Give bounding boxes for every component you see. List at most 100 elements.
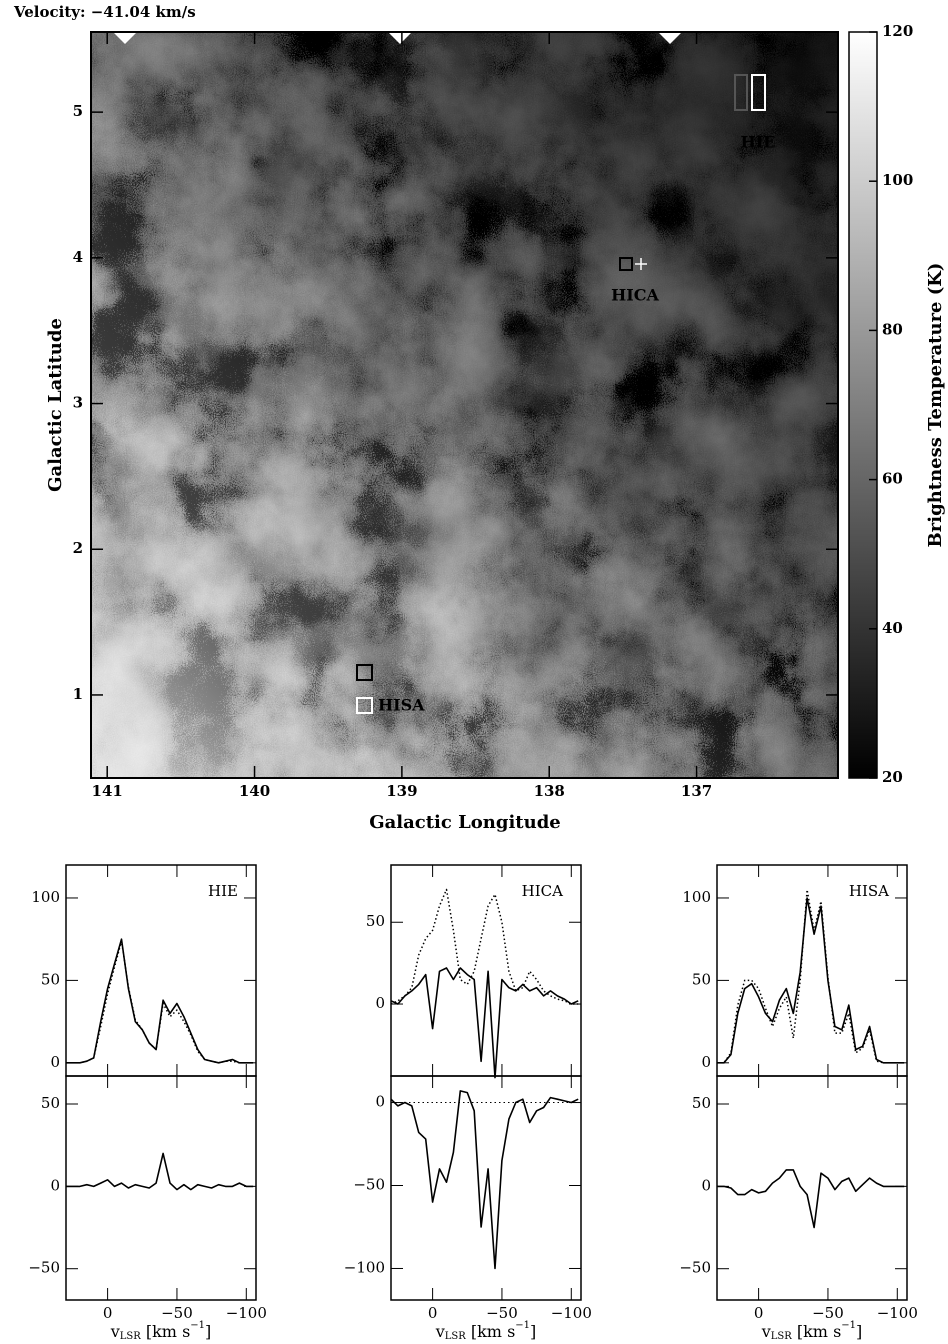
annotation: HIE bbox=[741, 133, 776, 152]
panel-frame bbox=[65, 1075, 257, 1301]
spectrum-panel: 0 50 HICA bbox=[366, 864, 582, 1079]
colorbar-tick-label: 20 bbox=[882, 768, 903, 786]
spectrum-line bbox=[66, 1152, 254, 1191]
x-tick-label: 140 bbox=[239, 782, 270, 800]
region-cross bbox=[635, 258, 647, 270]
x-tick-label: −50 bbox=[812, 1304, 844, 1322]
spectrum-panel: 0 −50 −100 −50 0 50 vLSR [km s−1] bbox=[28, 1075, 267, 1342]
annotation: HISA bbox=[378, 696, 425, 715]
map-title: Velocity: −41.04 km/s bbox=[13, 3, 196, 21]
x-tick-label: 0 bbox=[103, 1304, 113, 1322]
panel-label: HISA bbox=[849, 882, 889, 900]
y-tick-label: 50 bbox=[366, 912, 385, 930]
y-tick-label: 0 bbox=[701, 1053, 711, 1071]
y-tick-label: 4 bbox=[73, 248, 83, 266]
marker bbox=[658, 32, 682, 44]
x-axis-label: vLSR [km s−1] bbox=[761, 1320, 863, 1342]
y-tick-label: 1 bbox=[73, 685, 83, 703]
region-box bbox=[734, 74, 748, 111]
panel-label: HICA bbox=[522, 882, 563, 900]
y-tick-label: 0 bbox=[375, 994, 385, 1012]
colorbar bbox=[848, 31, 878, 779]
colorbar-tick-label: 120 bbox=[882, 22, 913, 40]
spectrum-line bbox=[717, 1169, 905, 1229]
x-axis-label-part: ] bbox=[856, 1322, 862, 1341]
x-axis-label-part: [km s bbox=[141, 1322, 191, 1341]
y-axis-label: Galactic Latitude bbox=[45, 318, 66, 492]
y-tick-label: 2 bbox=[73, 539, 83, 557]
y-tick-label: 50 bbox=[41, 970, 60, 988]
x-axis-label-part: v bbox=[761, 1322, 771, 1341]
y-tick-label: 5 bbox=[73, 102, 83, 120]
map bbox=[90, 31, 878, 779]
spectrum-panel: 0 50 100 HIE bbox=[31, 864, 257, 1077]
x-axis-label-part: v bbox=[435, 1322, 445, 1341]
spectrum-line bbox=[390, 888, 579, 1005]
x-axis-label-part: ] bbox=[205, 1322, 211, 1341]
spectrum-line bbox=[66, 938, 254, 1064]
x-axis-label: vLSR [km s−1] bbox=[110, 1320, 212, 1342]
y-tick-label: 0 bbox=[701, 1176, 711, 1194]
colorbar-label: Brightness Temperature (K) bbox=[925, 263, 946, 548]
annotation: HICA bbox=[611, 286, 659, 305]
x-axis-label-part: LSR bbox=[771, 1331, 792, 1342]
x-tick-label: 139 bbox=[386, 782, 417, 800]
map-frame bbox=[90, 31, 839, 779]
y-tick-label: −50 bbox=[28, 1259, 60, 1277]
y-tick-label: 50 bbox=[692, 1094, 711, 1112]
x-tick-label: 138 bbox=[534, 782, 565, 800]
y-tick-label: 50 bbox=[41, 1094, 60, 1112]
x-axis-label-part: v bbox=[110, 1322, 120, 1341]
region-box bbox=[751, 74, 766, 111]
y-tick-label: −50 bbox=[679, 1259, 711, 1277]
spectrum-line bbox=[717, 888, 905, 1064]
x-tick-label: 141 bbox=[92, 782, 123, 800]
x-tick-label: −50 bbox=[161, 1304, 193, 1322]
x-axis-label-part: −1 bbox=[515, 1320, 530, 1331]
spectrum-line bbox=[66, 940, 254, 1064]
panel-frame bbox=[716, 1075, 908, 1301]
y-tick-label: 50 bbox=[692, 970, 711, 988]
y-tick-label: 3 bbox=[73, 394, 83, 412]
spectrum-line bbox=[390, 967, 579, 1079]
x-axis-label: Galactic Longitude bbox=[369, 812, 561, 833]
colorbar-tick-label: 100 bbox=[882, 171, 913, 189]
x-tick-label: −100 bbox=[551, 1304, 592, 1322]
y-tick-label: −50 bbox=[353, 1176, 385, 1194]
y-tick-label: 100 bbox=[31, 888, 60, 906]
panel-label: HIE bbox=[208, 882, 238, 900]
x-tick-label: 137 bbox=[681, 782, 712, 800]
x-tick-label: −50 bbox=[486, 1304, 518, 1322]
x-axis-label-part: [km s bbox=[466, 1322, 516, 1341]
y-tick-label: 0 bbox=[50, 1176, 60, 1194]
y-tick-label: 100 bbox=[682, 888, 711, 906]
x-axis-label-part: −1 bbox=[190, 1320, 205, 1331]
x-axis-label-part: −1 bbox=[841, 1320, 856, 1331]
spectrum-line bbox=[390, 1090, 579, 1270]
x-axis-label-part: ] bbox=[530, 1322, 536, 1341]
y-tick-label: −100 bbox=[344, 1258, 385, 1276]
y-tick-label: 0 bbox=[50, 1053, 60, 1071]
x-tick-label: 0 bbox=[428, 1304, 438, 1322]
marker bbox=[113, 32, 137, 44]
spectrum-panel: 0 −50 −100 −50 0 50 vLSR [km s−1] bbox=[679, 1075, 918, 1342]
x-tick-label: 0 bbox=[754, 1304, 764, 1322]
region-box bbox=[356, 697, 373, 714]
x-axis-label-part: LSR bbox=[120, 1331, 141, 1342]
x-axis-label-part: LSR bbox=[445, 1331, 466, 1342]
map-shading bbox=[91, 32, 838, 778]
region-box bbox=[619, 257, 633, 271]
y-tick-label: 0 bbox=[375, 1093, 385, 1111]
x-tick-label: −100 bbox=[226, 1304, 267, 1322]
panel-frame bbox=[390, 1075, 582, 1301]
region-box bbox=[356, 664, 373, 681]
colorbar-tick-label: 80 bbox=[882, 320, 903, 338]
x-axis-label-part: [km s bbox=[792, 1322, 842, 1341]
colorbar-tick-label: 60 bbox=[882, 470, 903, 488]
marker bbox=[388, 32, 412, 44]
spectrum-panel: 0 50 100 HISA bbox=[682, 864, 908, 1077]
x-tick-label: −100 bbox=[877, 1304, 918, 1322]
